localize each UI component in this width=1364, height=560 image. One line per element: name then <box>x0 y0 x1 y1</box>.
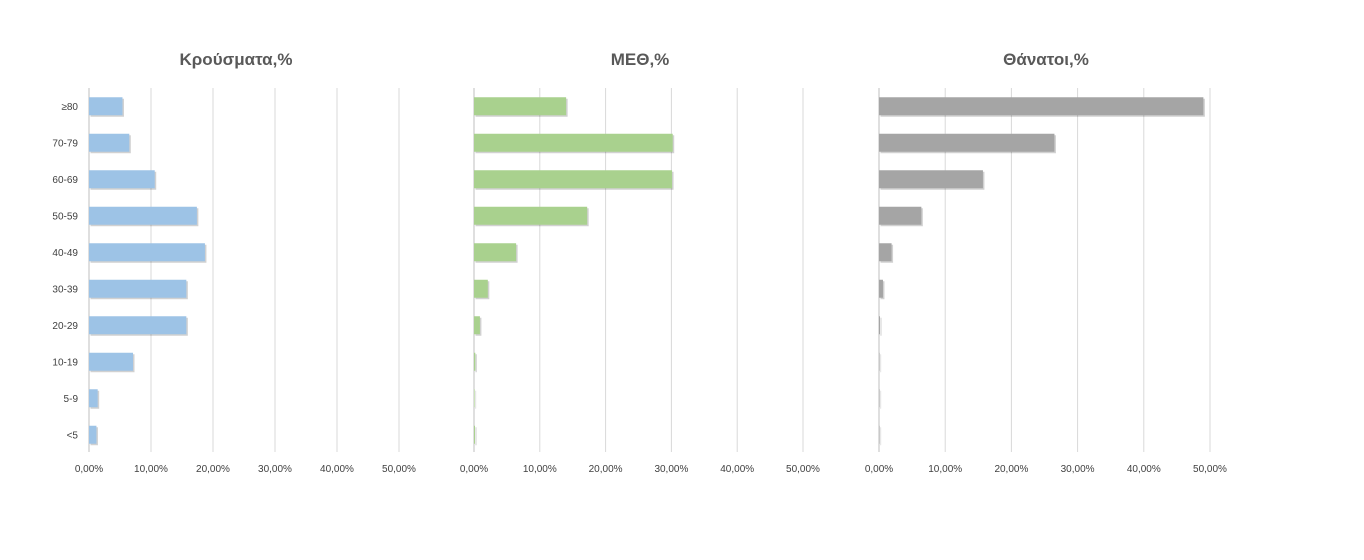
x-tick-label: 40,00% <box>1127 464 1161 475</box>
x-tick-label: 50,00% <box>1193 464 1227 475</box>
chart-title: Θάνατοι,% <box>1003 50 1089 69</box>
bar-30-39 <box>89 279 187 298</box>
bar-5-9 <box>89 389 98 408</box>
bar-50-59 <box>474 206 588 225</box>
bar-60-69 <box>879 170 983 189</box>
deaths-chart: Θάνατοι,% 0,00% 10,00% 20,00% 30,00% 40,00% 50… <box>865 50 1227 475</box>
x-tick-label: 50,00% <box>786 464 820 475</box>
x-tick-label: 10,00% <box>134 464 168 475</box>
x-tick-label: 10,00% <box>928 464 962 475</box>
bar-shadow <box>475 354 477 373</box>
x-tick-label: 50,00% <box>382 464 416 475</box>
bar-shadow <box>475 427 477 446</box>
bar-40-49 <box>89 243 205 262</box>
bar-60-69 <box>89 170 155 189</box>
bar-shadow <box>475 390 477 409</box>
bar-10-19 <box>879 352 880 371</box>
bar-shadow <box>880 317 882 336</box>
bar-10-19 <box>89 352 134 371</box>
category-label: 30-39 <box>52 284 78 295</box>
category-label: 50-59 <box>52 211 78 222</box>
bar-shadow <box>880 427 882 446</box>
bar-50-59 <box>89 206 197 225</box>
bar-<5 <box>89 425 97 444</box>
bar-70-79 <box>89 133 130 152</box>
category-label: 40-49 <box>52 248 78 259</box>
x-tick-label: 30,00% <box>654 464 688 475</box>
bar-≥80 <box>879 97 1204 116</box>
icu-chart: ΜΕΘ,% 0,00% 10,00% 20,00% 30,00% 40,00% 50,00% <box>460 50 820 475</box>
bar-40-49 <box>879 243 892 262</box>
bar-40-49 <box>474 243 517 262</box>
bar-50-59 <box>879 206 922 225</box>
bar-20-29 <box>89 316 187 335</box>
category-label: 20-29 <box>52 321 78 332</box>
bar-shadow <box>880 390 882 409</box>
chart-title: Κρούσματα,% <box>180 50 293 69</box>
bar-5-9 <box>879 389 880 408</box>
bar-20-29 <box>474 316 480 335</box>
x-tick-label: 0,00% <box>75 464 103 475</box>
bar-10-19 <box>474 352 476 371</box>
bar-20-29 <box>879 316 880 335</box>
x-tick-label: 40,00% <box>720 464 754 475</box>
bar-30-39 <box>474 279 488 298</box>
category-label: <5 <box>67 430 79 441</box>
x-tick-label: 0,00% <box>865 464 893 475</box>
category-label: 70-79 <box>52 138 78 149</box>
bar-70-79 <box>474 133 673 152</box>
x-tick-label: 20,00% <box>196 464 230 475</box>
x-tick-label: 0,00% <box>460 464 488 475</box>
cases-chart: Κρούσματα,% 0,00% 10,00% 20,00% 30,00% 40,00%… <box>52 50 416 475</box>
bar-≥80 <box>474 97 567 116</box>
chart-title: ΜΕΘ,% <box>611 50 670 69</box>
x-tick-label: 40,00% <box>320 464 354 475</box>
x-tick-label: 30,00% <box>1061 464 1095 475</box>
category-label: ≥80 <box>61 102 78 113</box>
x-tick-label: 10,00% <box>523 464 557 475</box>
x-tick-label: 20,00% <box>589 464 623 475</box>
bar-5-9 <box>474 389 475 408</box>
bar-shadow <box>880 354 882 373</box>
x-tick-label: 30,00% <box>258 464 292 475</box>
category-label: 60-69 <box>52 175 78 186</box>
bar-30-39 <box>879 279 883 298</box>
category-label: 5-9 <box>64 394 79 405</box>
x-tick-label: 20,00% <box>994 464 1028 475</box>
category-label: 10-19 <box>52 357 78 368</box>
bar-<5 <box>474 425 475 444</box>
bar-≥80 <box>89 97 123 116</box>
bar-<5 <box>879 425 880 444</box>
bar-60-69 <box>474 170 673 189</box>
bar-70-79 <box>879 133 1055 152</box>
